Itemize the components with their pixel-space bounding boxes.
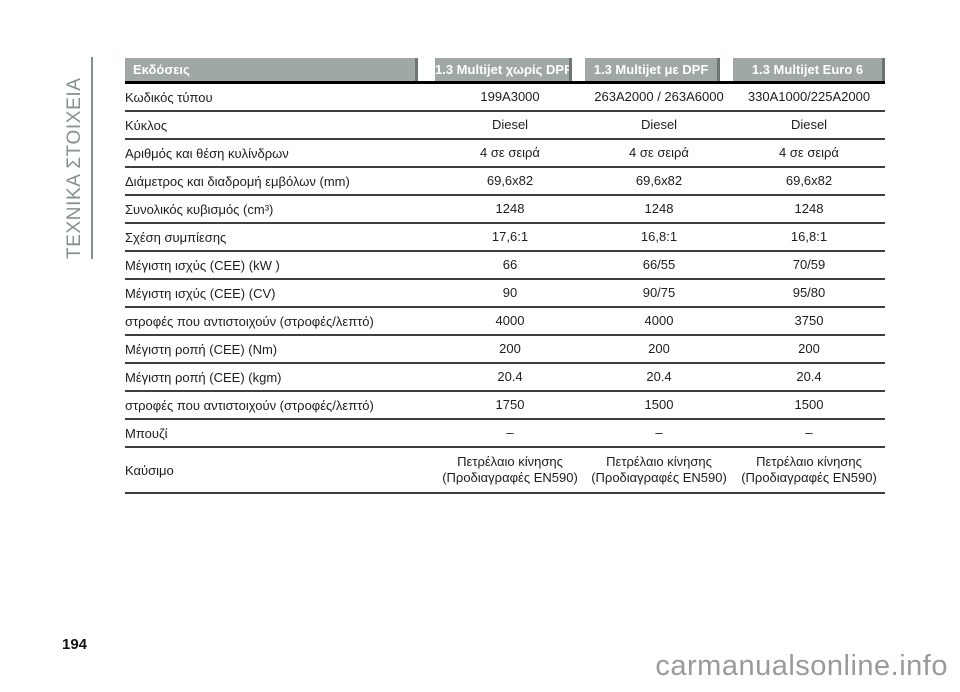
- spec-label: Μέγιστη ισχύς (CEE) (kW ): [125, 257, 280, 273]
- header-underline: [125, 81, 885, 84]
- spec-value: Diesel: [640, 117, 678, 132]
- spec-value: 90: [502, 285, 518, 300]
- page-number: 194: [62, 636, 88, 653]
- table-row: Καύσιμο Πετρέλαιο κίνησης (Προδιαγραφές E…: [125, 448, 885, 494]
- table-row: Κύκλος Diesel Diesel Diesel: [125, 112, 885, 140]
- spec-value: –: [805, 425, 813, 440]
- table-body: Κωδικός τύπου 199A3000 263A2000 / 263A6000…: [125, 84, 885, 494]
- header-multijet-dpf-label: 1.3 Multijet με DPF: [585, 58, 720, 81]
- header-cell-multijet-euro6: 1.3 Multijet Euro 6: [733, 58, 885, 81]
- header-cell-multijet-dpf: 1.3 Multijet με DPF: [585, 58, 733, 81]
- spec-value: 69,6x82: [635, 173, 683, 188]
- header-cell-versions: Εκδόσεις: [125, 58, 435, 81]
- spec-value: 199A3000: [480, 89, 540, 104]
- spec-label: Διάμετρος και διαδρομή εμβόλων (mm): [125, 173, 350, 189]
- spec-value: 66: [502, 257, 518, 272]
- table-row: Κωδικός τύπου 199A3000 263A2000 / 263A6000…: [125, 84, 885, 112]
- spec-value: 4 σε σειρά: [779, 145, 839, 160]
- spec-value: 20.4: [497, 369, 523, 384]
- spec-value: 4000: [644, 313, 674, 328]
- spec-value: 69,6x82: [486, 173, 534, 188]
- spec-value: 4 σε σειρά: [629, 145, 689, 160]
- spec-value: 1500: [794, 397, 824, 412]
- table-row: Μπουζί – – –: [125, 420, 885, 448]
- table-row: Σχέση συμπίεσης 17,6:1 16,8:1 16,8:1: [125, 224, 885, 252]
- spec-label: Αριθμός και θέση κυλίνδρων: [125, 145, 289, 161]
- spec-value: 1248: [644, 201, 674, 216]
- spec-value: 3750: [794, 313, 824, 328]
- spec-value: 1248: [794, 201, 824, 216]
- spec-label: Καύσιμο: [125, 462, 174, 478]
- spec-label: Κωδικός τύπου: [125, 89, 213, 105]
- spec-value: 200: [499, 341, 521, 356]
- spec-value: 263A2000 / 263A6000: [594, 89, 724, 104]
- table-header-row: Εκδόσεις 1.3 Multijet χωρίς DPF 1.3 Mult…: [125, 58, 885, 81]
- table-row: Αριθμός και θέση κυλίνδρων 4 σε σειρά 4 σε…: [125, 140, 885, 168]
- spec-value: Πετρέλαιο κίνησης (Προδιαγραφές EN590): [591, 454, 727, 485]
- spec-value: 200: [648, 341, 670, 356]
- spec-value: 4000: [495, 313, 525, 328]
- chapter-sidebar-label: ΤΕΧΝΙΚΑ ΣΤΟΙΧΕΙΑ: [64, 57, 93, 259]
- table-row: Μέγιστη ισχύς (CEE) (CV) 90 90/75 95/80: [125, 280, 885, 308]
- spec-value: –: [506, 425, 514, 440]
- header-multijet-euro6-label: 1.3 Multijet Euro 6: [733, 58, 885, 81]
- spec-value: 330A1000/225A2000: [747, 89, 871, 104]
- spec-label: Μέγιστη ροπή (CEE) (Nm): [125, 341, 278, 357]
- spec-value: 20.4: [796, 369, 822, 384]
- header-cell-multijet-no-dpf: 1.3 Multijet χωρίς DPF: [435, 58, 585, 81]
- spec-value: 69,6x82: [785, 173, 833, 188]
- engine-spec-table: Εκδόσεις 1.3 Multijet χωρίς DPF 1.3 Mult…: [125, 58, 885, 494]
- watermark-text: carmanualsonline.info: [655, 650, 948, 682]
- spec-value: 20.4: [646, 369, 672, 384]
- spec-value: Πετρέλαιο κίνησης (Προδιαγραφές EN590): [741, 454, 877, 485]
- header-versions-label: Εκδόσεις: [125, 58, 418, 81]
- spec-value: 16,8:1: [640, 229, 678, 244]
- spec-value: 66/55: [642, 257, 676, 272]
- table-row: στροφές που αντιστοιχούν (στροφές/λεπτό)…: [125, 308, 885, 336]
- spec-label: Συνολικός κυβισμός (cm³): [125, 201, 274, 217]
- spec-value: 200: [798, 341, 820, 356]
- spec-label: στροφές που αντιστοιχούν (στροφές/λεπτό): [125, 397, 374, 413]
- spec-label: Μέγιστη ισχύς (CEE) (CV): [125, 285, 276, 301]
- table-row: στροφές που αντιστοιχούν (στροφές/λεπτό)…: [125, 392, 885, 420]
- table-row: Μέγιστη ροπή (CEE) (kgm) 20.4 20.4 20.4: [125, 364, 885, 392]
- spec-label: Σχέση συμπίεσης: [125, 229, 227, 245]
- spec-value: –: [655, 425, 663, 440]
- spec-value: 1750: [495, 397, 525, 412]
- spec-label: στροφές που αντιστοιχούν (στροφές/λεπτό): [125, 313, 374, 329]
- spec-value: Diesel: [790, 117, 828, 132]
- table-row: Διάμετρος και διαδρομή εμβόλων (mm) 69,6x…: [125, 168, 885, 196]
- spec-label: Μέγιστη ροπή (CEE) (kgm): [125, 369, 282, 385]
- spec-value: 70/59: [792, 257, 826, 272]
- spec-label: Κύκλος: [125, 117, 168, 133]
- spec-value: Diesel: [491, 117, 529, 132]
- header-multijet-no-dpf-label: 1.3 Multijet χωρίς DPF: [435, 58, 572, 81]
- spec-value: 95/80: [792, 285, 826, 300]
- table-row: Μέγιστη ισχύς (CEE) (kW ) 66 66/55 70/59: [125, 252, 885, 280]
- spec-value: 4 σε σειρά: [480, 145, 540, 160]
- table-row: Συνολικός κυβισμός (cm³) 1248 1248 1248: [125, 196, 885, 224]
- spec-value: 16,8:1: [790, 229, 828, 244]
- table-row: Μέγιστη ροπή (CEE) (Nm) 200 200 200: [125, 336, 885, 364]
- spec-label: Μπουζί: [125, 425, 168, 441]
- spec-value: 1500: [644, 397, 674, 412]
- spec-value: Πετρέλαιο κίνησης (Προδιαγραφές EN590): [442, 454, 578, 485]
- spec-value: 1248: [495, 201, 525, 216]
- spec-value: 17,6:1: [491, 229, 529, 244]
- spec-value: 90/75: [642, 285, 676, 300]
